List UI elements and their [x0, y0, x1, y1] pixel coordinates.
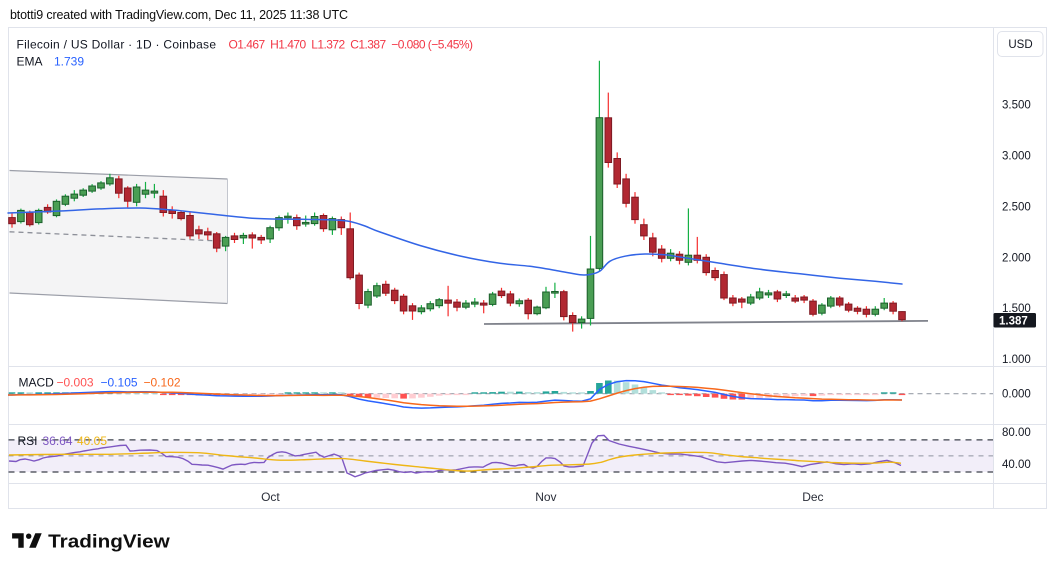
svg-text:−0.003: −0.003: [57, 376, 94, 390]
svg-text:Oct: Oct: [261, 490, 280, 504]
svg-text:40.05: 40.05: [77, 434, 107, 448]
svg-text:EMA: EMA: [17, 55, 43, 69]
svg-text:40.00: 40.00: [1002, 459, 1031, 471]
svg-text:RSI: RSI: [18, 434, 38, 448]
svg-text:−0.102: −0.102: [144, 376, 181, 390]
svg-text:MACD: MACD: [19, 376, 55, 390]
svg-text:3.500: 3.500: [1002, 100, 1031, 112]
svg-text:Nov: Nov: [535, 490, 556, 504]
svg-text:1.500: 1.500: [1002, 303, 1031, 315]
svg-text:36.64: 36.64: [43, 434, 73, 448]
svg-text:2.500: 2.500: [1002, 201, 1031, 213]
svg-text:1.000: 1.000: [1002, 354, 1031, 366]
svg-text:1.739: 1.739: [54, 55, 84, 69]
svg-text:0.000: 0.000: [1002, 389, 1031, 401]
svg-text:Dec: Dec: [802, 490, 823, 504]
svg-text:3.000: 3.000: [1002, 150, 1031, 162]
svg-text:80.00: 80.00: [1002, 427, 1031, 439]
svg-text:TradingView: TradingView: [48, 532, 171, 552]
svg-text:2.000: 2.000: [1002, 252, 1031, 264]
svg-text:−0.105: −0.105: [101, 376, 138, 390]
svg-text:Filecoin / US Dollar · 1D · Co: Filecoin / US Dollar · 1D · Coinbase: [17, 38, 217, 52]
svg-text:O1.467 H1.470 L1.372 C1.387: O1.467 H1.470 L1.372 C1.387 −0.080 (−5.4…: [229, 38, 474, 52]
svg-text:USD: USD: [1008, 39, 1032, 51]
svg-text:btotti9 created with TradingVi: btotti9 created with TradingView.com, De…: [10, 8, 348, 22]
svg-text:1.387: 1.387: [999, 315, 1028, 327]
